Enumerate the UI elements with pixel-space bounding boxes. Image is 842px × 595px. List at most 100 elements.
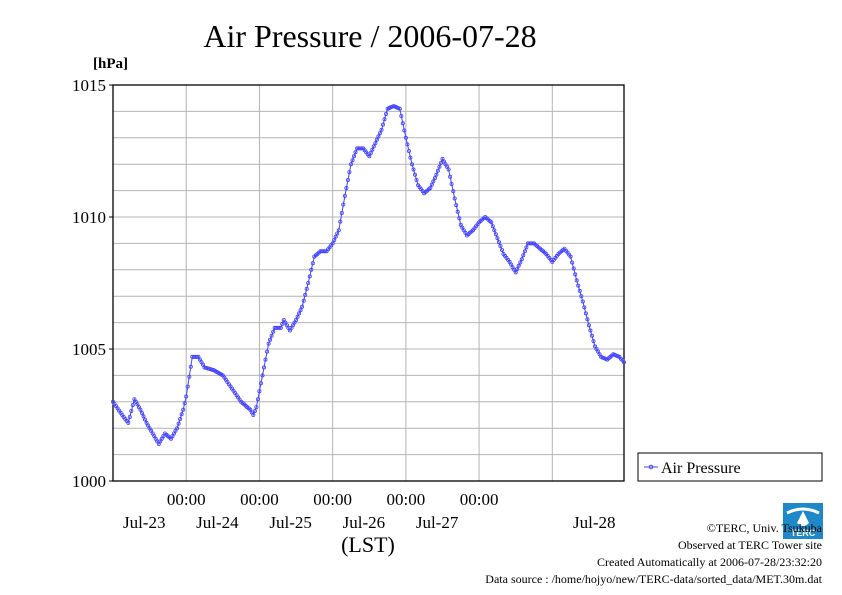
data-point [402, 128, 407, 133]
data-point [194, 354, 199, 359]
data-point [126, 420, 131, 425]
data-point [336, 228, 341, 233]
data-point [310, 261, 315, 266]
data-point [367, 154, 372, 159]
legend-marker [648, 464, 654, 470]
data-point [577, 288, 582, 293]
legend-box [637, 452, 823, 482]
data-point [344, 185, 349, 190]
data-point [399, 114, 404, 119]
data-point [400, 121, 405, 126]
y-tick-label: 1000 [72, 472, 106, 491]
data-point [574, 278, 579, 283]
data-point [368, 150, 373, 155]
data-point [350, 158, 355, 163]
data-point [568, 254, 573, 259]
x-date-label: Jul-25 [269, 513, 312, 532]
data-point [518, 260, 523, 265]
data-point [489, 220, 494, 225]
data-point [449, 181, 454, 186]
data-point [588, 328, 593, 333]
data-point [376, 134, 381, 139]
data-point [258, 381, 263, 386]
data-point [330, 241, 335, 246]
data-point [377, 131, 382, 136]
data-point [309, 267, 314, 272]
x-tick-label: 00:00 [460, 490, 499, 509]
data-point [383, 112, 388, 117]
data-point [496, 240, 501, 245]
x-date-label: Jul-26 [343, 513, 386, 532]
legend: Air Pressure [637, 452, 823, 482]
data-point [261, 365, 266, 370]
data-point [179, 412, 184, 417]
data-point [345, 177, 350, 182]
data-point [590, 333, 595, 338]
data-point [265, 349, 270, 354]
data-point [339, 210, 344, 215]
data-point [255, 397, 260, 402]
data-point [139, 410, 144, 415]
data-point [405, 142, 410, 147]
data-point [188, 364, 193, 369]
data-point [371, 144, 376, 149]
x-tick-label: 00:00 [167, 490, 206, 509]
data-point [576, 283, 581, 288]
data-point [297, 311, 302, 316]
x-tick-label: 00:00 [313, 490, 352, 509]
copyright-text: ©TERC, Univ. Tsukuba [706, 521, 822, 535]
data-point [338, 219, 343, 224]
data-point [175, 426, 180, 431]
data-point [431, 179, 436, 184]
x-date-label: Jul-27 [416, 513, 459, 532]
data-point [176, 421, 181, 426]
data-point [271, 329, 276, 334]
data-point [304, 286, 309, 291]
data-point [457, 216, 462, 221]
data-point [570, 260, 575, 265]
data-point [252, 408, 257, 413]
observation-site-text: Observed at TERC Tower site [677, 538, 822, 552]
data-point [454, 203, 459, 208]
grid-lines [113, 85, 624, 481]
data-point [498, 243, 503, 248]
series-layer [111, 104, 627, 446]
data-point [409, 162, 414, 167]
plot-frame [112, 84, 625, 482]
data-point [499, 247, 504, 252]
data-point [524, 245, 529, 250]
data-point [332, 238, 337, 243]
y-tick-label: 1010 [72, 208, 106, 227]
data-point [515, 267, 520, 272]
data-point [435, 168, 440, 173]
data-point [492, 228, 497, 233]
data-point [490, 224, 495, 229]
data-point [187, 374, 192, 379]
data-point [269, 333, 274, 338]
data-point [306, 280, 311, 285]
data-point [278, 325, 283, 330]
data-point [622, 360, 627, 365]
data-point [573, 272, 578, 277]
data-point [429, 182, 434, 187]
data-point [342, 193, 347, 198]
data-point [519, 257, 524, 262]
y-tick-label: 1015 [72, 76, 106, 95]
data-point [178, 416, 183, 421]
data-point [412, 172, 417, 177]
data-point [397, 106, 402, 111]
data-point [495, 236, 500, 241]
data-point [374, 137, 379, 142]
data-point [580, 299, 585, 304]
x-date-label: Jul-23 [123, 513, 166, 532]
data-point [437, 164, 442, 169]
x-tick-label: 00:00 [387, 490, 426, 509]
logo-text: TERC [791, 528, 816, 538]
data-point [300, 304, 305, 309]
data-point [448, 174, 453, 179]
x-axis-title: (LST) [341, 532, 395, 557]
data-point [341, 202, 346, 207]
data-point [307, 274, 312, 279]
data-point [260, 373, 265, 378]
y-axis-unit-label: [hPa] [93, 56, 128, 72]
